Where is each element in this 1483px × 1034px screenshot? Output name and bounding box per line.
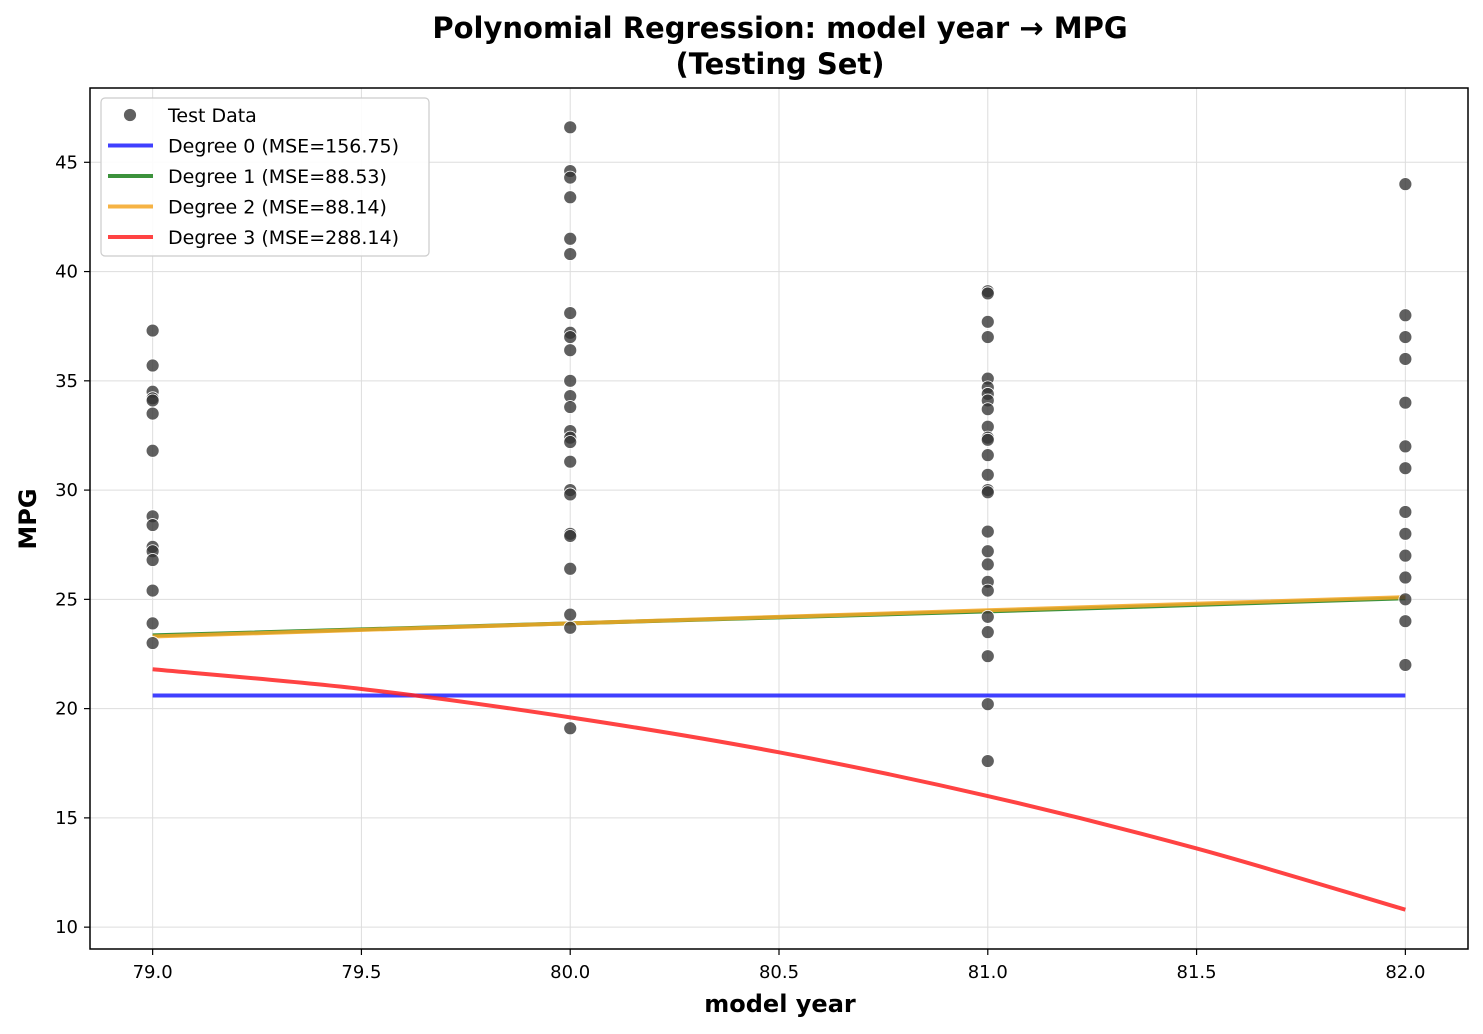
data-point xyxy=(145,323,160,338)
data-point xyxy=(1398,658,1413,672)
data-point xyxy=(563,607,578,622)
data-point xyxy=(1398,395,1413,410)
data-point xyxy=(1398,352,1413,366)
data-point xyxy=(1398,461,1413,476)
data-point xyxy=(563,343,578,358)
data-point xyxy=(1398,177,1413,192)
data-point xyxy=(563,454,578,469)
data-point xyxy=(563,435,578,449)
series-line-degree-2 xyxy=(152,595,1406,639)
data-point xyxy=(980,697,995,712)
data-point xyxy=(980,314,995,329)
data-point xyxy=(980,754,995,768)
y-tick-label: 40 xyxy=(55,262,78,283)
data-point xyxy=(145,616,160,631)
legend-label-test-data: Test Data xyxy=(167,105,257,127)
data-point xyxy=(563,120,578,135)
x-tick-label: 81.5 xyxy=(1177,962,1217,983)
data-point xyxy=(145,443,160,458)
legend-label-degree-2: Degree 2 (MSE=88.14) xyxy=(168,197,387,219)
data-point xyxy=(980,286,995,301)
data-point xyxy=(1398,548,1413,563)
y-tick-label: 30 xyxy=(55,480,78,501)
data-point xyxy=(1398,330,1413,345)
data-point xyxy=(980,609,995,624)
data-point xyxy=(1398,439,1413,454)
legend-label-degree-0: Degree 0 (MSE=156.75) xyxy=(168,136,399,158)
y-tick-label: 15 xyxy=(55,808,78,829)
data-point xyxy=(1398,526,1413,541)
data-point xyxy=(563,190,578,205)
data-point xyxy=(563,529,578,543)
data-point xyxy=(563,561,578,576)
gridlines xyxy=(90,88,1468,949)
data-point xyxy=(563,306,578,320)
data-point xyxy=(563,721,578,736)
x-tick-label: 81.0 xyxy=(968,962,1008,983)
y-tick-label: 20 xyxy=(55,699,78,720)
data-point xyxy=(1398,308,1413,323)
chart-title-line2: (Testing Set) xyxy=(675,47,884,81)
data-point xyxy=(563,487,578,502)
y-tick-label: 35 xyxy=(55,371,78,392)
data-point xyxy=(1398,505,1413,519)
legend: Test Data Degree 0 (MSE=156.75) Degree 1 (… xyxy=(100,97,430,257)
data-point xyxy=(563,373,578,388)
y-axis-label: MPG xyxy=(14,488,42,549)
x-axis-label: model year xyxy=(704,990,856,1018)
x-tick-label: 79.5 xyxy=(341,962,381,983)
data-point xyxy=(145,393,160,408)
data-point xyxy=(145,553,160,567)
x-tick-label: 80.5 xyxy=(759,962,799,983)
y-tick-label: 45 xyxy=(55,152,78,173)
data-point xyxy=(1398,570,1413,585)
data-point xyxy=(145,406,160,421)
legend-marker-test-data xyxy=(123,108,137,122)
data-point xyxy=(563,620,578,635)
data-point xyxy=(980,649,995,664)
data-point xyxy=(980,402,995,417)
data-point xyxy=(980,524,995,539)
legend-box xyxy=(100,97,430,257)
x-tick-label: 79.0 xyxy=(133,962,173,983)
data-point xyxy=(145,583,160,598)
series-line-degree-3 xyxy=(152,667,1406,912)
data-point xyxy=(145,358,160,373)
data-point xyxy=(980,544,995,559)
data-point xyxy=(980,557,995,572)
data-point xyxy=(563,330,578,345)
data-point xyxy=(980,432,995,447)
data-point xyxy=(980,625,995,640)
data-point xyxy=(980,583,995,598)
data-point xyxy=(563,400,578,414)
x-tick-label: 82.0 xyxy=(1385,962,1425,983)
data-point xyxy=(980,448,995,463)
x-axis-ticks: 79.0 79.5 80.0 80.5 81.0 81.5 82.0 xyxy=(133,949,1425,983)
y-tick-label: 10 xyxy=(55,917,78,938)
data-point xyxy=(980,467,995,482)
data-point xyxy=(145,518,160,532)
y-tick-label: 25 xyxy=(55,589,78,610)
regression-lines xyxy=(152,595,1406,912)
x-tick-label: 80.0 xyxy=(550,962,590,983)
data-point xyxy=(563,247,578,261)
legend-label-degree-1: Degree 1 (MSE=88.53) xyxy=(168,166,387,188)
data-point xyxy=(980,485,995,500)
data-point xyxy=(563,231,578,246)
legend-label-degree-3: Degree 3 (MSE=288.14) xyxy=(168,227,399,249)
chart-title-line1: Polynomial Regression: model year → MPG xyxy=(432,11,1127,45)
data-point xyxy=(145,636,160,650)
data-point xyxy=(1398,592,1413,607)
y-axis-ticks: 10 15 20 25 30 35 40 45 xyxy=(55,152,90,938)
data-point xyxy=(980,330,995,345)
scatter-points xyxy=(145,120,1413,768)
data-point xyxy=(563,170,578,185)
data-point xyxy=(1398,614,1413,629)
